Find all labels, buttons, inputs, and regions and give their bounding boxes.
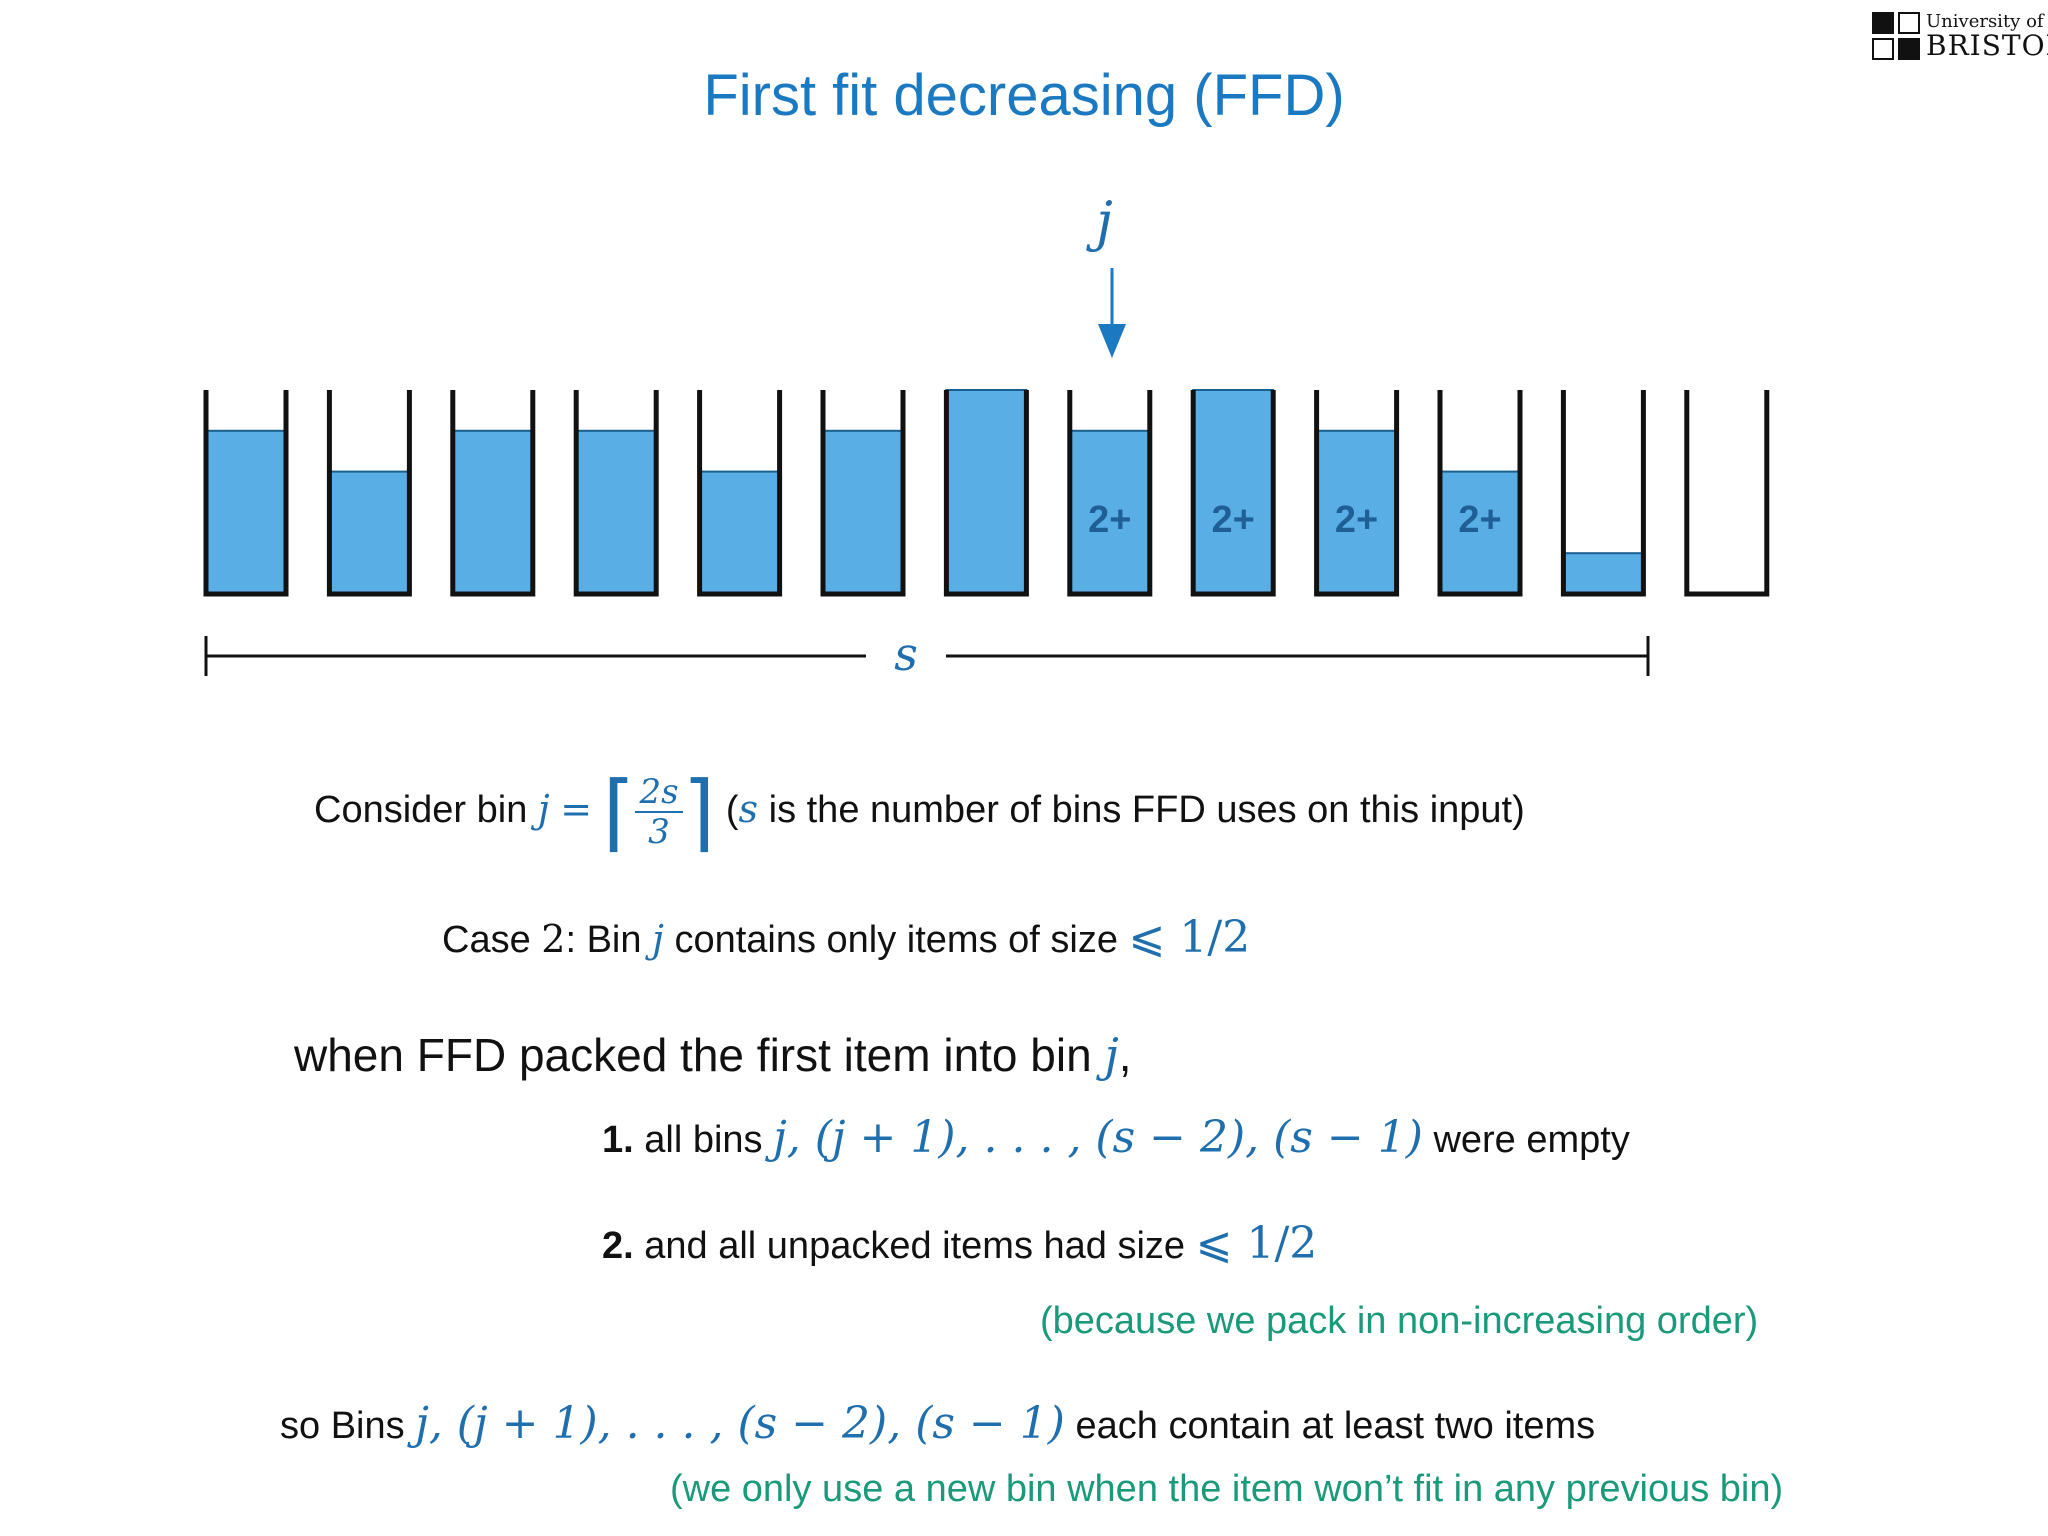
span-label: s [894,627,918,680]
down-arrow-icon [1098,268,1126,358]
case-colon: : Bin [565,919,642,961]
bin-outline-2 [326,390,412,597]
bin-fill-12 [1562,552,1645,595]
slide-title: First fit decreasing (FFD) [703,63,1345,128]
consider-prefix: Consider bin [314,789,528,832]
bin-outline-7 [943,390,1029,597]
bin-outline-1 [203,390,289,597]
bin-fill-7 [945,389,1028,595]
bin-outline-9 [1190,390,1276,597]
logo-line2: BRISTOL [1926,29,2048,62]
bin-fill-1 [205,429,287,595]
span-measure: s [204,627,1650,680]
case-mid: contains only items of size [674,919,1118,961]
case-prefix: Case [442,919,531,961]
item1-prefix: all bins [644,1119,763,1161]
bin-label-10: 2+ [1335,499,1378,541]
item2-bound: ⩽ 1/2 [1195,1218,1318,1269]
bin-fill-9 [1192,389,1275,595]
bin-outline-3 [450,390,536,597]
bin-outline-13 [1684,390,1770,597]
case-number: 2 [541,917,566,961]
consider-eq: = [560,787,593,832]
item2-prefix: and all unpacked items had size [644,1225,1186,1267]
bin-label-11: 2+ [1458,499,1501,541]
bin-fill-2 [328,470,411,595]
paren-s: s [738,787,759,832]
bin-outline-10 [1314,390,1400,597]
ceil-left-bracket: ⌈ [602,763,636,861]
item2-number: 2. [602,1225,634,1267]
fraction-denominator: 3 [648,812,670,852]
bin-outline-8 [1067,390,1153,597]
item2-line: 2. and all unpacked items had size ⩽ 1/2 [602,1218,1317,1269]
when-j: j [1104,1028,1119,1082]
so-prefix: so Bins [280,1405,405,1447]
ceil-right-bracket: ⌉ [682,763,716,861]
so-line: so Bins j, (j + 1), . . . , (s − 2), (s … [280,1398,1595,1449]
fraction-numerator: 2s [635,775,683,813]
consider-line: Consider bin j = ⌈ 2s 3 ⌉ (s is the number … [314,770,1525,854]
case-j: j [652,917,664,961]
logo-line1: University of [1926,11,2044,32]
bin-fill-6 [822,429,904,595]
item1-line: 1. all bins j, (j + 1), . . . , (s − 2),… [602,1112,1630,1163]
item1-math: j, (j + 1), . . . , (s − 2), (s − 1) [773,1112,1423,1163]
consider-suffix: is the number of bins FFD uses on this i… [768,789,1525,832]
item1-number: 1. [602,1119,634,1161]
fraction: 2s 3 [635,775,683,852]
pointer-label: j [1096,190,1113,253]
bin-outline-5 [697,390,783,597]
bin-fill-4 [575,429,658,595]
item1-suffix: were empty [1433,1119,1630,1161]
case-line: Case 2: Bin j contains only items of siz… [442,912,1250,963]
bins-diagram: 2+ 2+ 2+ 2+ [203,389,1770,597]
note-non-increasing: (because we pack in non-increasing order… [1040,1300,1759,1342]
when-line: when FFD packed the first item into bin … [294,1028,1132,1082]
note-new-bin: (we only use a new bin when the item won… [670,1468,1784,1510]
case-bound: ⩽ 1/2 [1128,912,1251,963]
consider-j: j [537,787,550,832]
when-comma: , [1118,1029,1132,1081]
crest-icon [1872,12,1922,62]
bin-outline-11 [1437,390,1523,597]
bin-outline-12 [1560,390,1646,597]
bin-fill-3 [451,429,534,595]
bin-label-9: 2+ [1212,499,1255,541]
paren-open: ( [725,789,739,832]
when-prefix: when FFD packed the first item into bin [294,1029,1092,1081]
bin-outline-4 [573,390,659,597]
bin-label-8: 2+ [1088,499,1131,541]
university-logo: University of BRISTOL [1872,12,2048,66]
so-suffix: each contain at least two items [1075,1405,1596,1447]
bin-outline-6 [820,390,906,597]
bin-fill-5 [698,470,781,595]
so-math: j, (j + 1), . . . , (s − 2), (s − 1) [415,1398,1065,1449]
